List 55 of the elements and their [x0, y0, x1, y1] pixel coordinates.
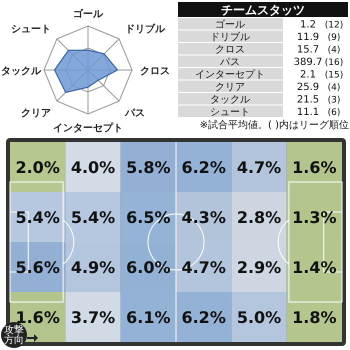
spoke-label: ゴール — [73, 8, 104, 20]
data-label: 4.9% — [70, 258, 116, 277]
data-label: 4.7% — [181, 258, 226, 277]
spoke-label: シュート — [11, 24, 52, 36]
category-label: インターセプト — [195, 68, 265, 80]
data-label: 6.5% — [126, 208, 171, 227]
category-label: タックル — [210, 94, 250, 106]
data-label: 5.4% — [15, 208, 60, 227]
data-label: 2.0% — [15, 158, 60, 177]
text: チームスタッツ — [221, 3, 305, 17]
spoke-label: インターセプト — [53, 122, 123, 134]
data-label: 389.7 — [294, 57, 322, 68]
data-label: 5.0% — [236, 308, 282, 327]
data-label: 4.0% — [70, 158, 116, 177]
spoke-label: クリア — [21, 108, 52, 119]
data-label: (16) — [324, 58, 344, 68]
category-label: シュート — [210, 107, 250, 118]
data-label: (9) — [328, 33, 340, 43]
data-label: 4.3% — [181, 208, 226, 227]
spoke-label: パス — [124, 108, 145, 119]
data-label: 5.8% — [126, 158, 171, 177]
data-label: (12) — [324, 20, 344, 30]
data-label: 25.9 — [296, 82, 320, 93]
annotation: 攻撃方向 — [4, 324, 24, 346]
data-label: 4.7% — [236, 158, 282, 177]
category-label: ゴール — [215, 18, 245, 30]
data-label: 2.8% — [236, 208, 282, 227]
data-label: 21.5 — [296, 94, 320, 106]
data-label: (3) — [328, 96, 340, 106]
data-label: (4) — [328, 83, 340, 93]
data-label: 5.4% — [70, 208, 116, 227]
category-label: ドリブル — [210, 31, 250, 43]
category-label: クリア — [215, 82, 245, 93]
data-label: 2.1 — [300, 70, 316, 80]
data-label: 2.9% — [236, 258, 282, 277]
data-label: 11.1 — [296, 107, 320, 118]
spoke-label: ドリブル — [124, 23, 166, 36]
data-label: (4) — [328, 46, 340, 56]
data-label: 6.2% — [181, 308, 226, 327]
text: ※試合平均値。( )内はリーグ順位 — [200, 119, 349, 131]
data-label: 1.2 — [300, 20, 316, 30]
data-label: 3.7% — [70, 308, 116, 327]
data-label: (6) — [328, 108, 340, 118]
spoke-label: クロス — [140, 66, 170, 77]
data-label: 6.0% — [126, 258, 171, 277]
spoke-label: タックル — [1, 66, 42, 77]
data-label: 11.9 — [296, 32, 320, 43]
data-label: 15.7 — [296, 44, 320, 56]
category-label: クロス — [215, 44, 245, 56]
data-label: 1.8% — [292, 308, 337, 327]
data-label: 6.1% — [126, 308, 171, 327]
data-label: 1.6% — [292, 158, 337, 177]
data-label: 6.2% — [181, 158, 226, 177]
category-label: パス — [219, 57, 240, 68]
data-label: (15) — [324, 70, 344, 80]
